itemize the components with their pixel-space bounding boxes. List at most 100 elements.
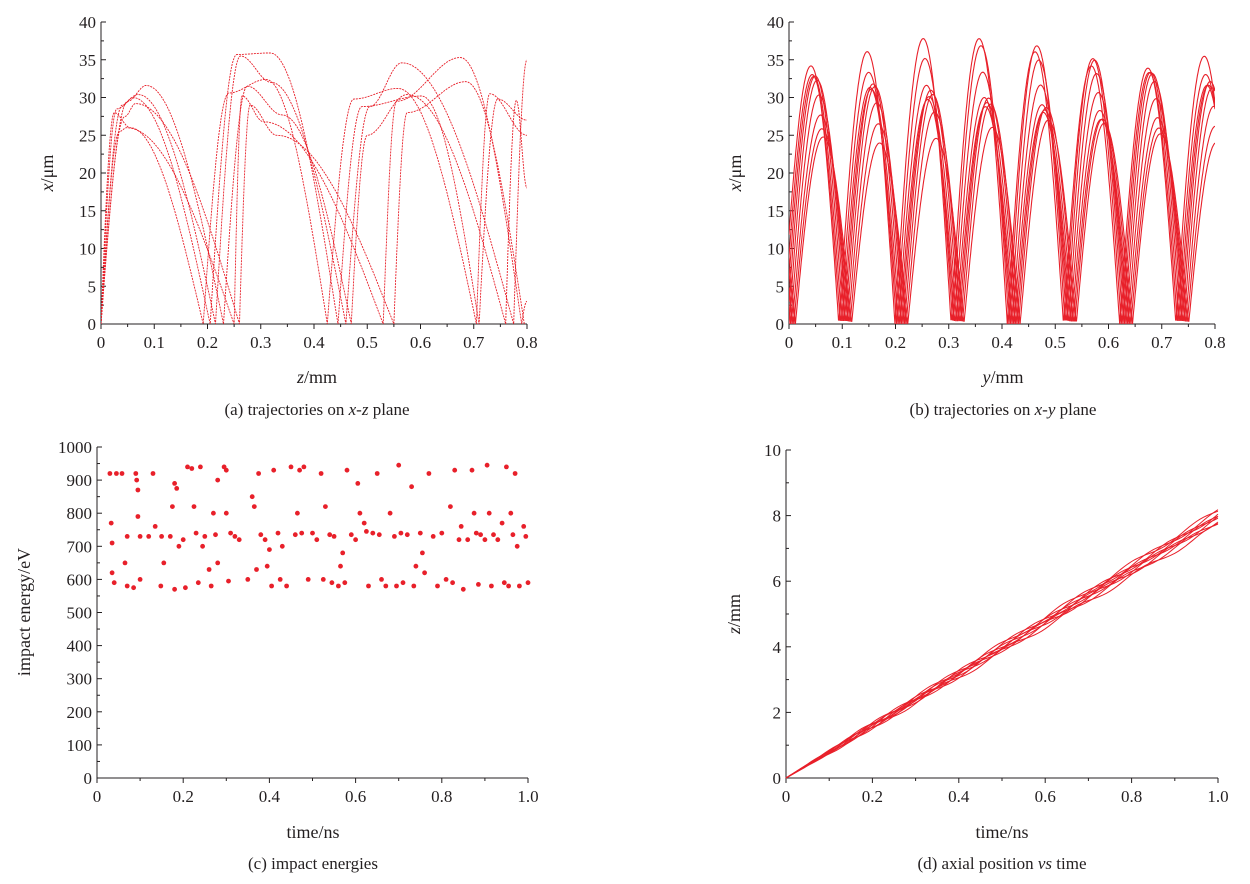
x-axis-label-unit: time/ns (976, 822, 1029, 842)
x-tick-label: 0.4 (303, 333, 325, 352)
trajectory-line (789, 79, 1215, 324)
impact-point (109, 570, 115, 576)
impact-point (491, 532, 496, 538)
impact-point (471, 510, 477, 516)
impact-point (254, 567, 259, 572)
x-tick-label: 0.8 (1121, 787, 1142, 806)
y-tick-label: 400 (67, 637, 93, 656)
impact-point (176, 543, 182, 549)
impact-point (411, 583, 417, 589)
x-tick-label: 0 (97, 333, 106, 352)
impact-point (510, 532, 516, 538)
impact-point (131, 585, 137, 591)
impact-point (215, 560, 221, 566)
impact-point (297, 467, 302, 473)
impact-point (172, 481, 178, 486)
impact-point (172, 586, 178, 592)
impact-point (506, 583, 511, 589)
impact-point (370, 530, 376, 536)
caption-part: (d) axial position (917, 854, 1037, 873)
impact-point (170, 504, 175, 509)
impact-point (109, 540, 115, 546)
y-tick-label: 500 (67, 604, 93, 623)
impact-point (180, 537, 186, 543)
x-tick-label: 0.7 (1151, 333, 1173, 352)
trajectory-line (101, 57, 527, 324)
impact-point (348, 532, 354, 538)
impact-point (193, 530, 199, 536)
impact-point (392, 534, 397, 539)
impact-point (124, 534, 130, 539)
x-tick-label: 0.7 (463, 333, 485, 352)
impact-point (514, 543, 520, 549)
impact-point (301, 464, 307, 470)
impact-point (489, 583, 494, 589)
caption-part: (c) impact energies (248, 854, 378, 873)
x-axis-label-unit: /mm (990, 367, 1023, 387)
impact-point (305, 577, 311, 582)
x-axis-label: y/mm (980, 367, 1023, 387)
impact-point (450, 580, 455, 586)
x-axis-label: time/ns (287, 822, 340, 842)
impact-point (499, 520, 505, 526)
y-axis-label-var: x (37, 183, 57, 192)
impact-point (159, 534, 165, 539)
impact-point (200, 543, 206, 549)
trajectory-line (101, 81, 525, 324)
x-tick-label: 1.0 (517, 787, 538, 806)
impact-point (387, 510, 393, 516)
impact-point (383, 583, 389, 589)
impact-point (482, 537, 488, 543)
impact-point (122, 560, 128, 566)
impact-point (232, 534, 238, 539)
y-tick-label: 25 (79, 126, 96, 145)
x-tick-label: 0.4 (991, 333, 1013, 352)
impact-point (202, 534, 208, 539)
impact-point (320, 577, 326, 582)
x-tick-label: 0.5 (357, 333, 378, 352)
impact-point (409, 484, 414, 490)
y-tick-label: 0 (776, 315, 785, 334)
impact-point (364, 529, 369, 534)
impact-point (150, 471, 156, 476)
impact-point (426, 471, 432, 476)
y-tick-label: 4 (773, 638, 782, 657)
caption-part: x-y (1034, 400, 1056, 419)
y-tick-label: 800 (67, 504, 93, 523)
y-tick-label: 300 (67, 670, 93, 689)
impact-point (111, 580, 117, 586)
impact-point (208, 583, 214, 589)
impact-point (376, 532, 382, 538)
impact-point (191, 504, 197, 509)
impact-point (114, 471, 119, 476)
trajectory-line (101, 52, 527, 324)
impact-point (277, 577, 283, 582)
impact-point (501, 580, 507, 586)
impact-point (430, 534, 436, 539)
impact-point (400, 580, 406, 586)
caption-part: x-z (348, 400, 369, 419)
axial-position-line (785, 513, 1219, 779)
x-tick-label: 0.6 (1035, 787, 1056, 806)
panel-caption: (d) axial position vs time (917, 854, 1086, 873)
y-axis-label-var: x (725, 183, 745, 192)
impact-point (512, 471, 518, 476)
impact-point (213, 532, 218, 538)
y-tick-label: 6 (773, 572, 782, 591)
y-axis-label-unit: /μm (725, 155, 745, 184)
x-tick-label: 0 (785, 333, 794, 352)
y-tick-label: 100 (67, 736, 93, 755)
panel-b: 0 5 10 15 20 25 30 35 40 0 0.1 0.2 0.3 0.4 0.5 0.6 0.7 0.… (725, 13, 1226, 419)
impact-point (353, 537, 358, 543)
impact-point (223, 510, 229, 516)
axial-position-line (785, 517, 1219, 779)
x-axis-label-unit: /mm (304, 367, 337, 387)
impact-point (135, 514, 141, 519)
y-tick-label: 40 (79, 13, 96, 32)
axial-position-line (785, 510, 1219, 779)
impact-point (262, 537, 268, 543)
y-tick-label: 10 (79, 240, 96, 259)
impact-point (189, 466, 195, 471)
impact-point (206, 567, 212, 572)
impact-point (452, 467, 458, 473)
